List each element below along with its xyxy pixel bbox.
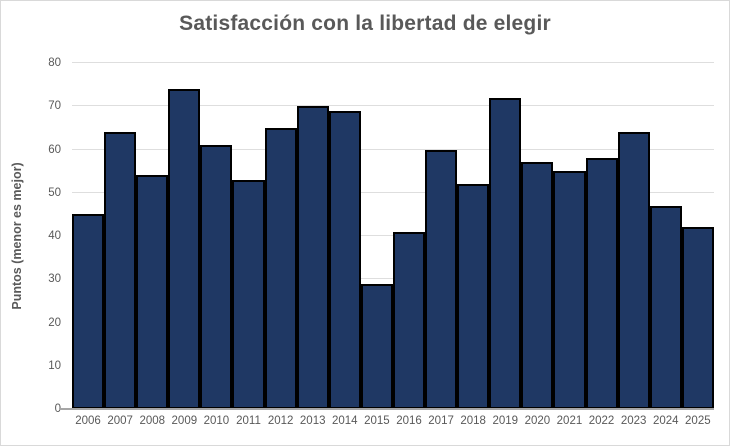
x-tick-label-2014: 2014 [332, 415, 358, 427]
y-tick-label-10: 10 [48, 359, 61, 372]
gridline-50 [72, 191, 714, 193]
x-tick-label-2013: 2013 [299, 415, 326, 427]
y-tick-label-20: 20 [48, 316, 61, 329]
gridline-80 [72, 62, 714, 63]
chart-title: Satisfacción con la libertad de elegir [179, 12, 551, 35]
bar-2011 [232, 179, 265, 409]
y-tick-label-70: 70 [48, 100, 61, 113]
x-tick-label-2007: 2007 [107, 415, 133, 427]
x-tick-label-2016: 2016 [396, 415, 422, 427]
bar-2009 [168, 88, 201, 409]
bar-2006 [72, 214, 105, 409]
x-axis-tick-labels: 2006 2007 2008 2009 2010 2011 2012 2013 2014 2015… [72, 415, 714, 427]
x-tick-label-2008: 2008 [139, 415, 166, 427]
bar-2024 [649, 205, 682, 409]
bar-2013 [296, 106, 329, 409]
bar-2021 [553, 171, 586, 409]
x-axis-line [59, 408, 714, 410]
y-tick-label-0: 0 [54, 403, 61, 415]
y-tick-label-30: 30 [48, 273, 61, 286]
bar-2015 [360, 283, 393, 409]
x-tick-label-2010: 2010 [203, 415, 230, 427]
x-tick-label-2011: 2011 [236, 415, 261, 427]
y-tick-label-40: 40 [48, 230, 61, 242]
y-tick-label-80: 80 [48, 57, 61, 69]
bar-2008 [136, 175, 169, 409]
bar-2018 [457, 184, 490, 409]
bar-2020 [521, 162, 554, 409]
y-tick-label-50: 50 [48, 186, 61, 199]
x-tick-label-2023: 2023 [620, 415, 647, 427]
x-tick-label-2020: 2020 [524, 415, 551, 427]
x-tick-label-2022: 2022 [588, 415, 615, 427]
bar-2022 [585, 158, 618, 409]
y-axis-tick-labels: 0 10 20 30 40 50 60 70 80 [1, 57, 61, 415]
gridline-70 [72, 105, 714, 107]
bar-2010 [200, 145, 233, 409]
x-tick-label-2019: 2019 [492, 415, 519, 427]
x-tick-label-2015: 2015 [364, 415, 390, 427]
bar-2007 [104, 132, 137, 409]
bar-2017 [425, 149, 458, 409]
bar-2016 [392, 231, 426, 409]
x-tick-label-2025: 2025 [685, 415, 711, 427]
x-tick-label-2018: 2018 [460, 415, 486, 427]
bar-2012 [264, 127, 297, 409]
bar-2014 [328, 110, 361, 409]
x-tick-label-2006: 2006 [75, 415, 101, 427]
gridline-60 [72, 148, 714, 150]
plot-area [59, 62, 714, 410]
x-tick-label-2012: 2012 [267, 415, 294, 427]
bars-container [72, 63, 714, 409]
x-tick-label-2009: 2009 [171, 415, 198, 427]
bar-2019 [489, 97, 522, 409]
bar-2023 [617, 132, 650, 409]
x-tick-label-2024: 2024 [652, 415, 679, 427]
x-tick-label-2017: 2017 [428, 415, 454, 427]
bar-2025 [681, 227, 714, 409]
x-tick-label-2021: 2021 [556, 415, 583, 427]
y-tick-label-60: 60 [48, 143, 61, 156]
